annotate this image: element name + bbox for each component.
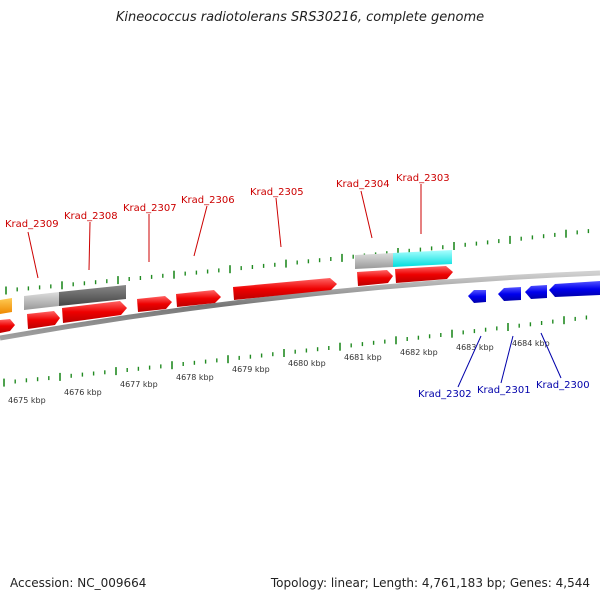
genome-summary-text: Topology: linear; Length: 4,761,183 bp; … [270, 576, 590, 590]
gene-label-krad-2301[interactable]: Krad_2301 [477, 385, 531, 396]
gene-arrow-left-edge[interactable] [0, 319, 15, 333]
kbp-label: 4683 kbp [456, 343, 494, 352]
kbp-label: 4675 kbp [8, 396, 46, 405]
gene-label-krad-2309[interactable]: Krad_2309 [5, 219, 59, 230]
kbp-label: 4676 kbp [64, 388, 102, 397]
gene-arrow-krad-2300[interactable] [549, 281, 600, 297]
kbp-label: 4677 kbp [120, 380, 158, 389]
ticks-upper [5, 229, 590, 295]
feature-dark-gray[interactable] [59, 285, 126, 306]
gene-arrow-krad-2308[interactable] [62, 301, 127, 323]
gene-arrow-krad-2306[interactable] [176, 290, 221, 307]
genome-title: Kineococcus radiotolerans SRS30216, comp… [115, 10, 485, 25]
gene-label-krad-2308[interactable]: Krad_2308 [64, 211, 118, 222]
kbp-label: 4684 kbp [512, 339, 550, 348]
gene-label-krad-2302[interactable]: Krad_2302 [418, 389, 472, 400]
feature-cyan[interactable] [393, 250, 452, 267]
feature-orange[interactable] [0, 298, 12, 314]
feature-gray-1[interactable] [24, 292, 59, 310]
forward-gene-labels: Krad_2309 Krad_2308 Krad_2307 Krad_2306 … [5, 173, 450, 230]
reverse-gene-labels: Krad_2302 Krad_2301 Krad_2300 [418, 380, 590, 400]
kbp-label: 4680 kbp [288, 359, 326, 368]
forward-genes [0, 266, 453, 333]
accession-text: Accession: NC_009664 [10, 576, 147, 590]
gene-label-krad-2300[interactable]: Krad_2300 [536, 380, 590, 391]
gene-arrow-krad-2304[interactable] [357, 270, 393, 286]
ticks-lower [3, 315, 588, 387]
gene-label-krad-2307[interactable]: Krad_2307 [123, 203, 177, 214]
genome-backbone [0, 270, 600, 341]
gene-arrow-krad-2307[interactable] [137, 296, 172, 312]
gene-arrow-krad-2305[interactable] [233, 278, 337, 300]
gene-label-krad-2306[interactable]: Krad_2306 [181, 195, 235, 206]
reverse-leaders [457, 332, 562, 388]
kbp-label: 4678 kbp [176, 373, 214, 382]
gene-label-krad-2303[interactable]: Krad_2303 [396, 173, 450, 184]
forward-leaders [27, 184, 422, 279]
gene-label-krad-2305[interactable]: Krad_2305 [250, 187, 304, 198]
gene-label-krad-2304[interactable]: Krad_2304 [336, 179, 390, 190]
kbp-label: 4679 kbp [232, 365, 270, 374]
reverse-genes [468, 281, 600, 303]
gene-arrow-reverse-1[interactable] [468, 290, 486, 303]
feature-track [0, 250, 452, 314]
feature-gray-2[interactable] [355, 253, 393, 269]
gene-arrow-krad-2309[interactable] [27, 311, 60, 329]
kbp-label: 4682 kbp [400, 348, 438, 357]
gene-arrow-krad-2303[interactable] [395, 266, 453, 283]
kbp-labels: 4675 kbp 4676 kbp 4677 kbp 4678 kbp 4679… [8, 339, 550, 405]
gene-arrow-reverse-3[interactable] [525, 285, 547, 299]
gene-arrow-reverse-2[interactable] [498, 287, 521, 301]
kbp-label: 4681 kbp [344, 353, 382, 362]
